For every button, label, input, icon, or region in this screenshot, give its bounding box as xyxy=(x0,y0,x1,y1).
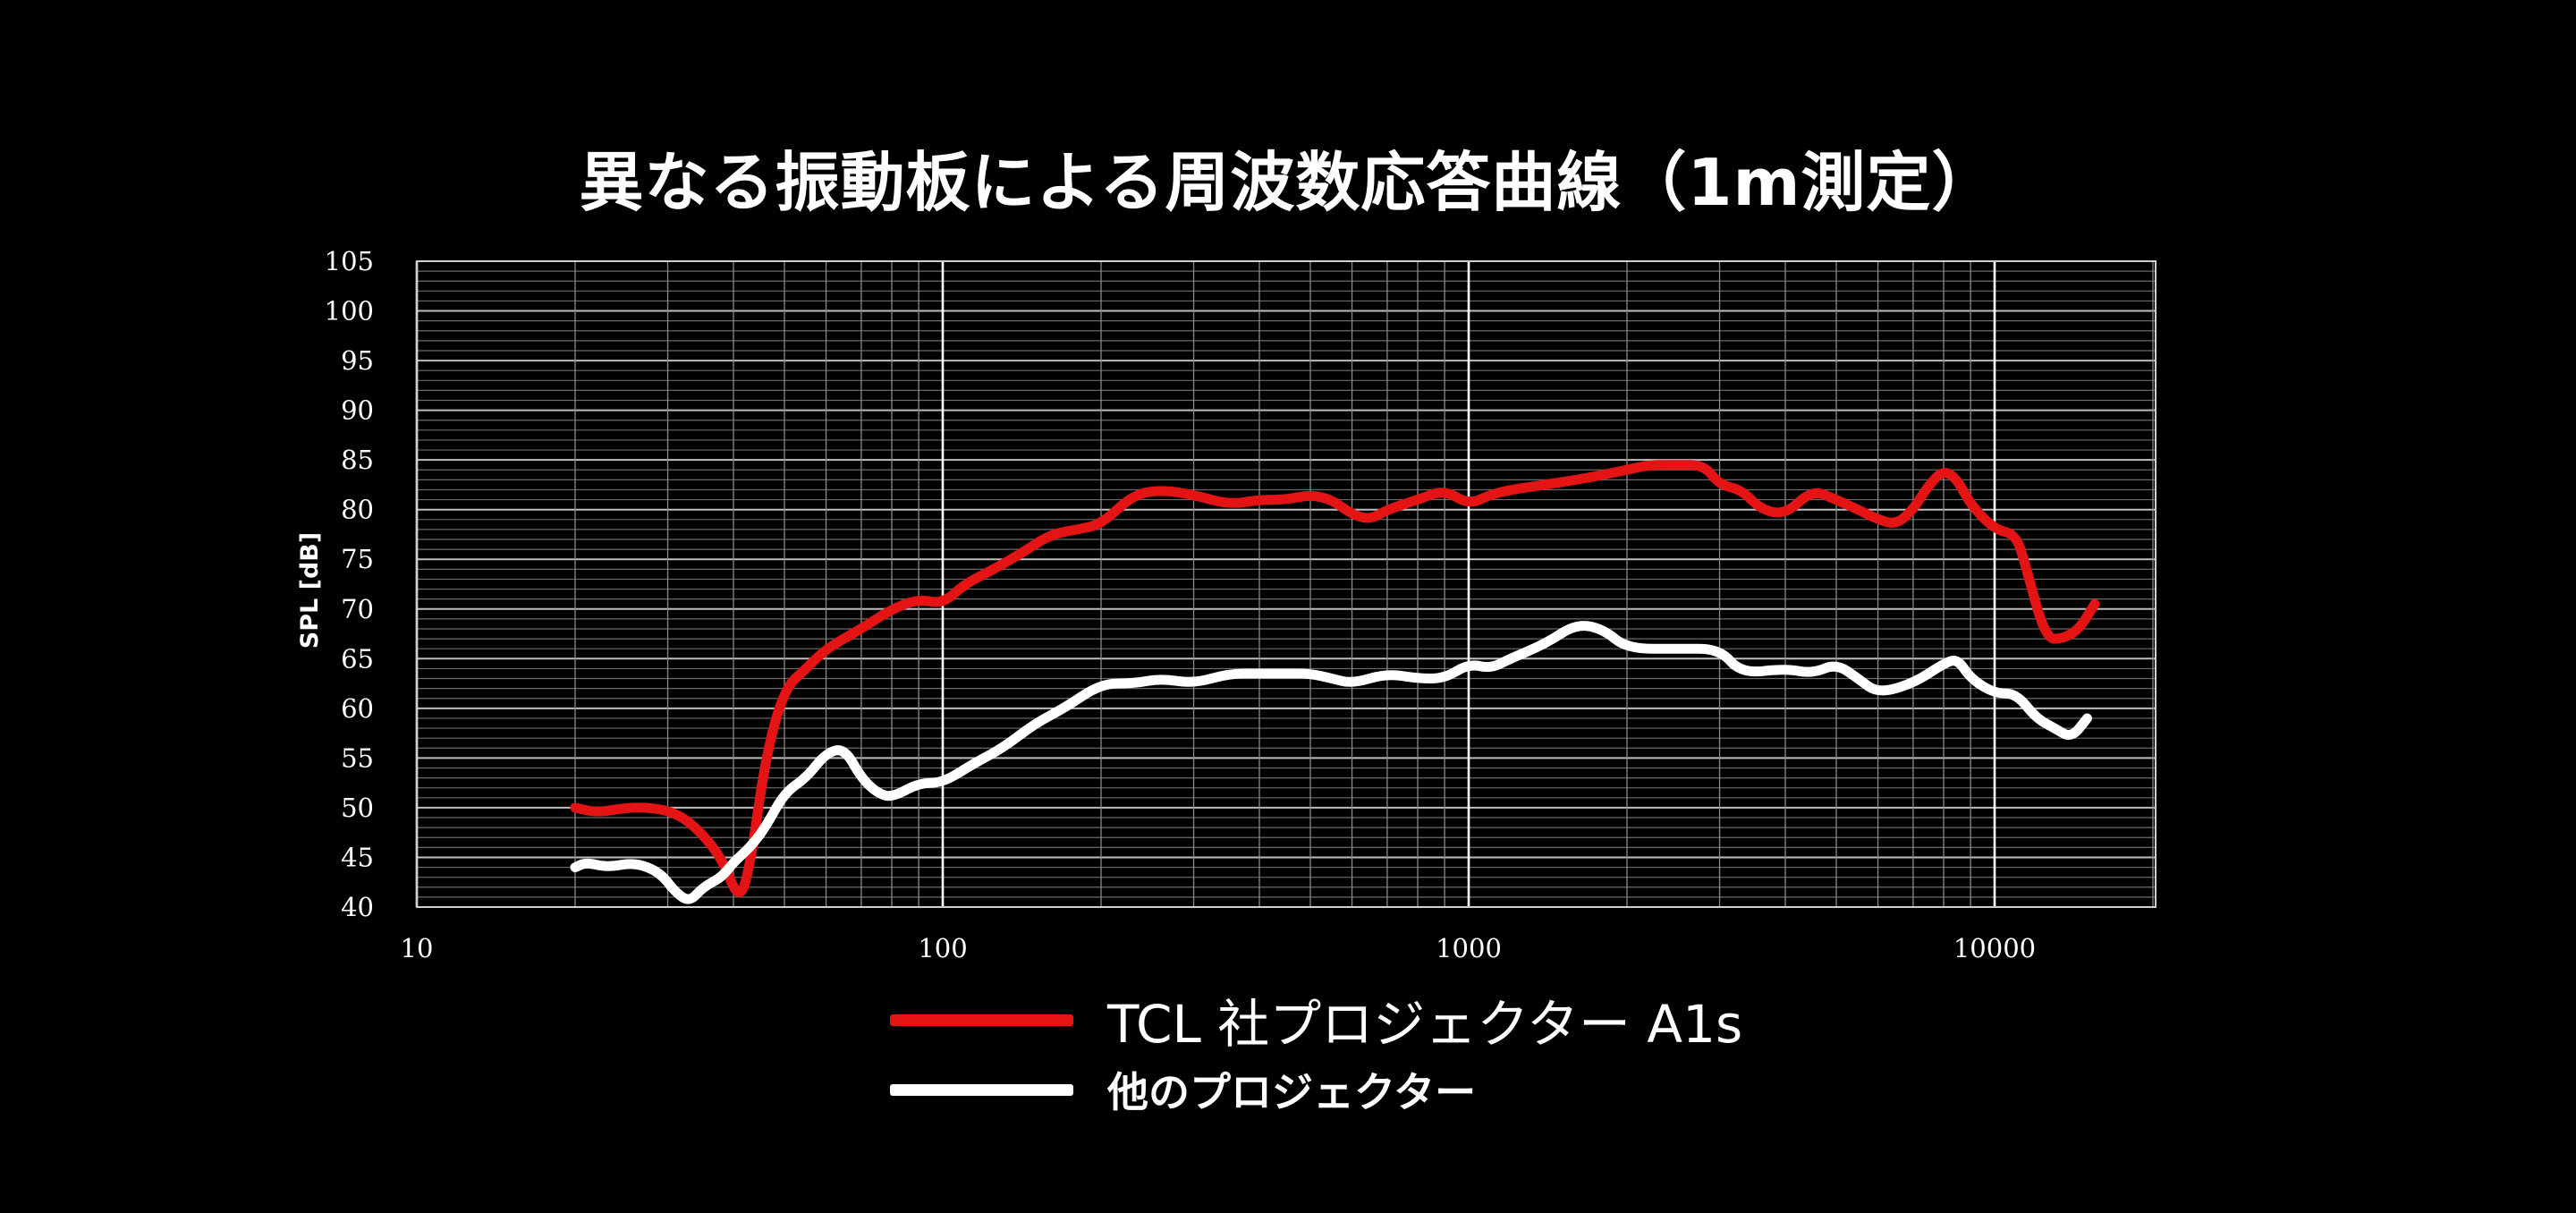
y-tick-label: 70 xyxy=(341,594,374,624)
legend-label-tcl: TCL 社プロジェクター A1s xyxy=(1107,994,1743,1055)
legend-label-other: 他のプロジェクター xyxy=(1107,1068,1477,1116)
y-tick-label: 50 xyxy=(341,793,374,823)
legend-item-other: 他のプロジェクター xyxy=(890,1060,1476,1119)
plot-frame xyxy=(416,260,2157,908)
legend-swatch-tcl xyxy=(890,1014,1073,1026)
series-line-tcl xyxy=(570,460,2100,897)
y-tick-label: 105 xyxy=(325,246,374,276)
series-line-other xyxy=(570,621,2092,904)
y-tick-label: 95 xyxy=(341,345,374,376)
chart-title: 異なる振動板による周波数応答曲線（1m測定） xyxy=(579,145,1997,220)
x-tick-label: 10000 xyxy=(1953,933,2036,963)
plot-area xyxy=(417,261,2156,907)
y-tick-labels: 40 45 50 55 60 65 70 75 80 85 90 95 100 105 xyxy=(325,246,374,922)
series-lines xyxy=(570,460,2100,904)
y-tick-label: 75 xyxy=(341,544,374,574)
x-tick-label: 100 xyxy=(918,933,967,963)
x-tick-labels: 10 100 1000 10000 xyxy=(401,933,2037,963)
legend-swatch-other xyxy=(890,1083,1073,1096)
y-tick-label: 40 xyxy=(341,892,374,922)
x-tick-label: 10 xyxy=(401,933,434,963)
y-tick-label: 80 xyxy=(341,495,374,525)
y-tick-label: 60 xyxy=(341,693,374,724)
y-tick-label: 90 xyxy=(341,395,374,426)
y-tick-label: 85 xyxy=(341,445,374,475)
x-tick-label: 1000 xyxy=(1436,933,1502,963)
y-tick-label: 55 xyxy=(341,742,374,773)
y-tick-label: 100 xyxy=(325,296,374,327)
y-tick-label: 65 xyxy=(341,643,374,674)
y-tick-label: 45 xyxy=(341,842,374,872)
y-axis-label: SPL [dB] xyxy=(296,532,324,649)
legend-item-tcl: TCL 社プロジェクター A1s xyxy=(890,982,1742,1057)
